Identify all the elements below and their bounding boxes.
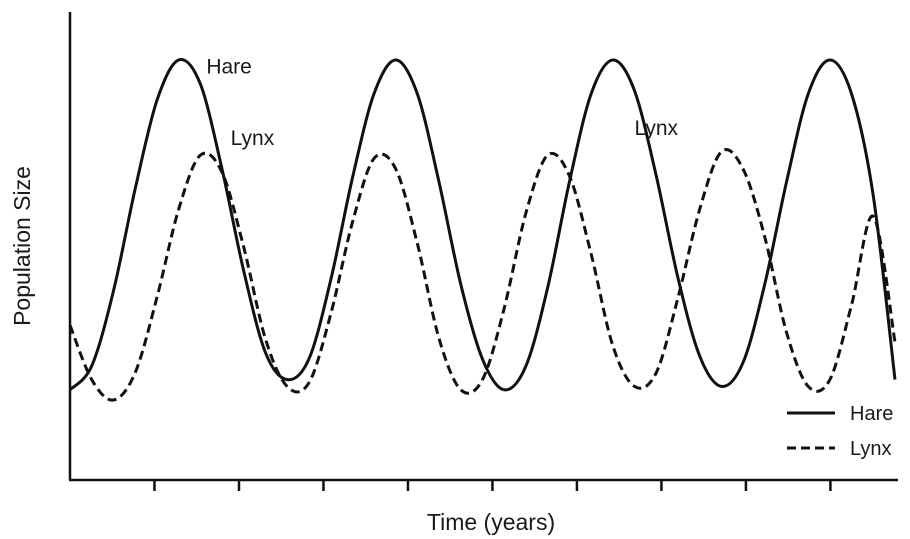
annotation-hare-1: Hare	[206, 56, 252, 79]
series-annotations: Hare Lynx Lynx	[206, 56, 678, 150]
plot-area: Hare Lynx Lynx	[68, 12, 898, 491]
legend-label-hare: Hare	[850, 403, 893, 425]
series-layer	[68, 58, 897, 402]
series-line-hare	[68, 58, 897, 392]
legend: Hare Lynx	[787, 403, 893, 460]
annotation-lynx-1: Lynx	[231, 127, 275, 150]
series-line-lynx	[68, 148, 897, 402]
x-axis-ticks	[153, 480, 832, 491]
x-axis-title: Time (years)	[427, 509, 555, 535]
legend-label-lynx: Lynx	[850, 438, 892, 460]
y-axis-title: Population Size	[9, 166, 35, 326]
annotation-lynx-2: Lynx	[634, 117, 678, 140]
